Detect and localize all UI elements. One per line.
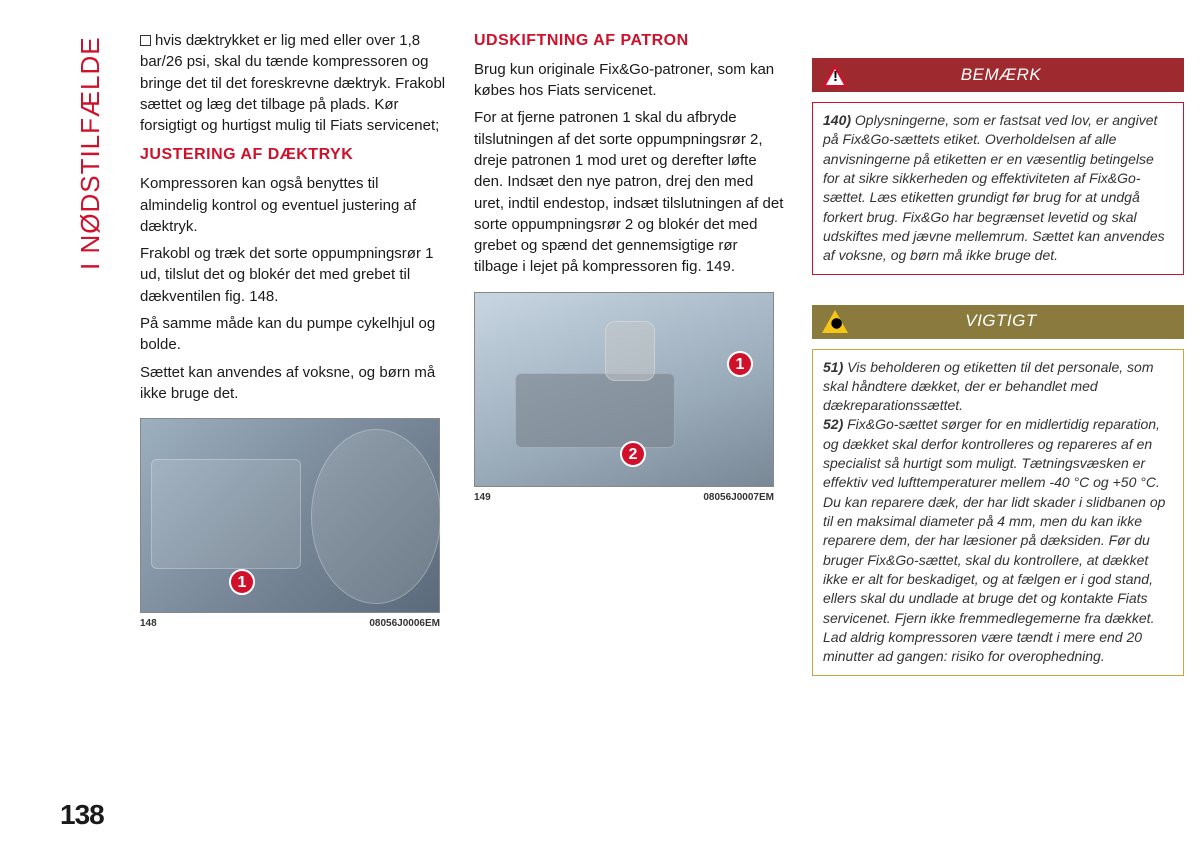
note-box: 140) Oplysningerne, som er fastsat ved l… <box>812 102 1184 275</box>
column-left: hvis dæktrykket er lig med eller over 1,… <box>140 30 446 676</box>
callout-1: 1 <box>229 569 255 595</box>
note-panel-bemaerk: ! BEMÆRK 140) Oplysningerne, som er fast… <box>812 58 1184 275</box>
column-middle: UDSKIFTNING AF PATRON Brug kun originale… <box>474 30 784 676</box>
checkbox-icon <box>140 35 151 46</box>
para-text: Sættet kan anvendes af voksne, og børn m… <box>140 362 446 405</box>
warning-icon: ! <box>822 64 848 87</box>
note-number: 52) <box>823 416 843 432</box>
para-text: For at fjerne patronen 1 skal du afbryde… <box>474 107 784 277</box>
para-text: Kompressoren kan også benyttes til almin… <box>140 173 446 237</box>
page-number: 138 <box>60 799 104 831</box>
caution-icon: ⬤ <box>822 310 848 333</box>
panel-title: BEMÆRK <box>848 63 1184 87</box>
callout-2: 2 <box>620 441 646 467</box>
figure-149: 1 2 <box>474 292 774 487</box>
callout-1: 1 <box>727 351 753 377</box>
note-number: 140) <box>823 112 851 128</box>
content-columns: hvis dæktrykket er lig med eller over 1,… <box>140 30 1160 676</box>
para-text: På samme måde kan du pumpe cykelhjul og … <box>140 313 446 356</box>
note-text: Vis beholderen og etiketten til det pers… <box>823 359 1154 414</box>
heading-replace-cartridge: UDSKIFTNING AF PATRON <box>474 30 784 53</box>
panel-title: VIGTIGT <box>848 309 1184 333</box>
figure-code: 08056J0006EM <box>369 617 440 631</box>
panel-header: ⬤ VIGTIGT <box>812 305 1184 339</box>
note-number: 51) <box>823 359 843 375</box>
figure-number: 148 <box>140 617 157 631</box>
figure-148: 1 <box>140 418 440 613</box>
bullet-paragraph: hvis dæktrykket er lig med eller over 1,… <box>140 30 446 136</box>
para-text: hvis dæktrykket er lig med eller over 1,… <box>140 32 445 134</box>
heading-adjust-pressure: JUSTERING AF DÆKTRYK <box>140 144 446 167</box>
note-box: 51) Vis beholderen og etiketten til det … <box>812 349 1184 676</box>
section-side-label: I NØDSTILFÆLDE <box>75 30 105 270</box>
figure-label: 149 08056J0007EM <box>474 491 774 505</box>
figure-code: 08056J0007EM <box>703 491 774 505</box>
note-panel-vigtigt: ⬤ VIGTIGT 51) Vis beholderen og etikette… <box>812 305 1184 676</box>
column-right: ! BEMÆRK 140) Oplysningerne, som er fast… <box>812 30 1184 676</box>
note-text: Fix&Go-sættet sørger for en midlertidig … <box>823 416 1165 664</box>
panel-header: ! BEMÆRK <box>812 58 1184 92</box>
figure-label: 148 08056J0006EM <box>140 617 440 631</box>
para-text: Frakobl og træk det sorte oppumpningsrør… <box>140 243 446 307</box>
para-text: Brug kun originale Fix&Go-patroner, som … <box>474 59 784 102</box>
note-text: Oplysningerne, som er fastsat ved lov, e… <box>823 112 1165 263</box>
manual-page: I NØDSTILFÆLDE hvis dæktrykket er lig me… <box>0 0 1200 847</box>
figure-number: 149 <box>474 491 491 505</box>
